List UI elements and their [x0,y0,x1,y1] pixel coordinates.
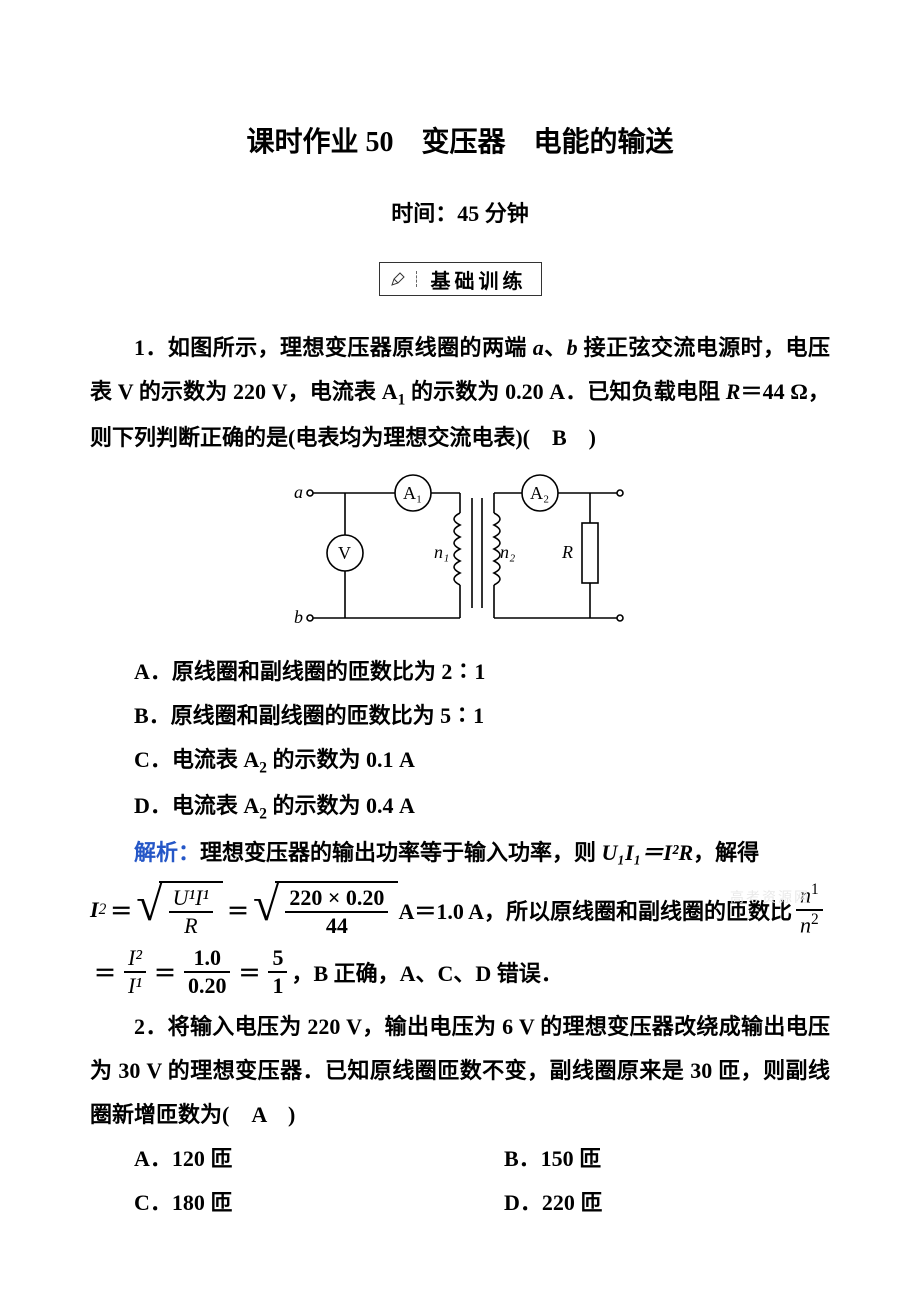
q1-explain-line3: ＝ I² I¹ ＝ 1.0 0.20 ＝ 5 1 ，B 正确，A、C、D 错误． [90,945,830,999]
label-a: a [294,482,303,502]
eq-l3-3: ＝ [234,956,264,988]
explain-label: 解析： [134,840,200,865]
q2-opt-D: D．220 匝 [460,1181,830,1225]
q1-text-h: ) [567,425,596,450]
q2-opt-B: B．150 匝 [460,1137,830,1181]
eq2: ＝ [223,894,253,926]
q1-answer: B [552,425,567,450]
frac-c-num: 5 [268,945,287,971]
explain-1b: ，解得 [693,840,759,865]
I2: I [90,897,99,923]
frac-I2-I1: I² I¹ [124,945,146,999]
q1-var-R: R [726,379,741,404]
frac-c-den: 1 [268,973,287,999]
q1-opt-B: B．原线圈和副线圈的匝数比为 5∶1 [90,694,830,738]
frac-b-den: 0.20 [184,973,231,999]
explain-1eq: U₁I₁＝I²R [602,840,694,865]
label-V: V [338,543,351,563]
frac-220-44: 220 × 0.20 44 [285,885,388,939]
frac-I2-num: I² [124,945,146,971]
q1-opt-D-prefix: D．电流表 A [134,793,259,818]
label-A1: A₁ [403,483,422,503]
q1-text-f: 的示数为 0.20 A．已知负载电阻 [405,379,725,404]
q1-opt-D: D．电流表 A2 的示数为 0.4 A [90,784,830,830]
label-b: b [294,607,303,627]
n-num: n [800,883,811,908]
q1-figure: a b V A₁ A₂ n₁ n₂ R [90,468,830,638]
pencil-icon-wrap [380,271,417,287]
frac-220-den: 44 [322,913,352,939]
frac-UI-R-den: R [180,913,201,939]
lesson-title: 课时作业 50 变压器 电能的输送 [90,120,830,160]
duration-line: 时间：45 分钟 [90,196,830,228]
q1-opt-C-suffix: 的示数为 0.1 A [267,747,415,772]
section-header: 基础训练 [90,262,830,296]
circuit-diagram: a b V A₁ A₂ n₁ n₂ R [290,468,630,638]
q2-opt-A: A．120 匝 [90,1137,460,1181]
q1-opt-C: C．电流表 A2 的示数为 0.1 A [90,738,830,784]
frac-UI-R-num: U¹I¹ [169,885,213,911]
q1-opt-D-suffix: 的示数为 0.4 A [267,793,415,818]
frac-220-num: 220 × 0.20 [285,885,388,911]
q2-options: A．120 匝 B．150 匝 C．180 匝 D．220 匝 [90,1137,830,1225]
q2-stem: 2．将输入电压为 220 V，输出电压为 6 V 的理想变压器改绕成输出电压为 … [90,1005,830,1137]
q1-opt-C-sub: 2 [259,760,267,777]
n-den: n [800,912,811,937]
line3-tail: ，B 正确，A、C、D 错误． [291,956,562,988]
frac-1.0-0.20: 1.0 0.20 [184,945,231,999]
q1-var-b: b [567,335,578,360]
q2-text: 2．将输入电压为 220 V，输出电压为 6 V 的理想变压器改绕成输出电压为 … [90,1014,830,1127]
q1-text-c: 、 [544,335,567,360]
section-label: 基础训练 [417,265,541,294]
q1-opt-D-sub: 2 [259,806,267,823]
q1-text-a: 1．如图所示，理想变压器原线圈的两端 [134,335,533,360]
q2-answer: A [251,1102,266,1127]
I2-sub: 2 [99,901,107,919]
section-box: 基础训练 [379,262,542,296]
frac-5-1: 5 1 [268,945,287,999]
sqrt-1: √ U¹I¹ R [136,881,223,939]
q2-tail: ) [266,1102,295,1127]
explain-1a: 理想变压器的输出功率等于输入功率，则 [200,840,602,865]
frac-I1-den: I¹ [124,973,146,999]
sqrt-2: √ 220 × 0.20 44 [253,881,398,939]
line2-c: 所以原线圈和副线圈的匝数比 [506,894,792,926]
frac-UI-R: U¹I¹ R [169,885,213,939]
frac-b-num: 1.0 [189,945,225,971]
n-num-sup: 1 [811,881,819,898]
n-den-sup: 2 [811,911,819,928]
frac-n1-n2: n1 n2 [796,881,823,938]
line2-unit: A＝1.0 A， [398,894,506,926]
page: 课时作业 50 变压器 电能的输送 时间：45 分钟 基础训练 1．如图所示，理… [0,0,920,1302]
q1-explain-line1: 解析：理想变压器的输出功率等于输入功率，则 U₁I₁＝I²R，解得 [90,831,830,875]
eq-l3-2: ＝ [150,956,180,988]
q1-opt-A: A．原线圈和副线圈的匝数比为 2∶1 [90,650,830,694]
q1-explain-line2: I2 ＝ √ U¹I¹ R ＝ √ 220 × 0.20 44 [90,881,830,939]
pencil-icon [390,271,406,287]
label-R: R [561,542,573,562]
label-n1: n₁ [434,542,449,562]
eq-l3-1: ＝ [90,956,120,988]
label-n2: n₂ [500,542,515,562]
q2-opt-C: C．180 匝 [90,1181,460,1225]
eq1: ＝ [106,894,136,926]
label-A2: A₂ [530,483,549,503]
q1-options: A．原线圈和副线圈的匝数比为 2∶1 B．原线圈和副线圈的匝数比为 5∶1 C．… [90,650,830,830]
q1-var-a: a [533,335,544,360]
q1-opt-C-prefix: C．电流表 A [134,747,259,772]
q1-stem: 1．如图所示，理想变压器原线圈的两端 a、b 接正弦交流电源时，电压表 V 的示… [90,326,830,460]
